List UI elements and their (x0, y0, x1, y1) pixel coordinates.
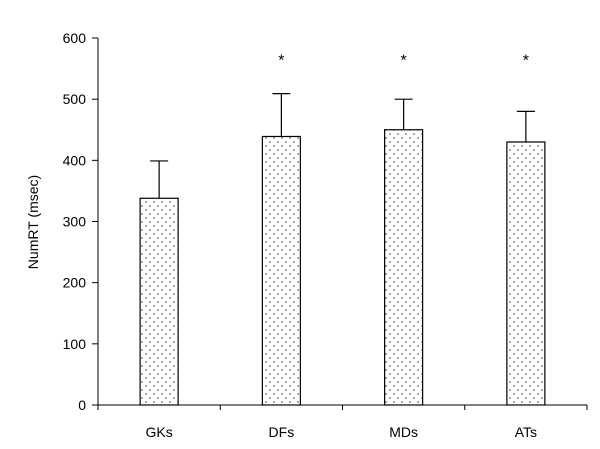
x-tick-label: MDs (389, 424, 418, 440)
y-tick-label: 400 (63, 152, 87, 168)
x-tick-label: DFs (269, 424, 295, 440)
y-axis-ticks: 0 100 200 300 400 500 600 (63, 30, 98, 413)
y-tick-label: 200 (63, 275, 87, 291)
bar-ats (506, 141, 546, 406)
y-tick-label: 500 (63, 91, 87, 107)
y-tick-label: 600 (63, 30, 87, 46)
y-axis-title: NumRT (msec) (25, 175, 41, 269)
y-tick-label: 300 (63, 214, 87, 230)
bars-group: * * * (139, 52, 546, 406)
x-tick-label: ATs (515, 424, 537, 440)
significance-marker: * (401, 52, 407, 69)
bar-gks (139, 197, 179, 406)
y-tick-label: 100 (63, 336, 87, 352)
bar-dfs (261, 135, 301, 406)
significance-marker: * (278, 52, 284, 69)
significance-marker: * (523, 52, 529, 69)
bar-mds (384, 129, 424, 406)
x-tick-label: GKs (146, 424, 173, 440)
y-tick-label: 0 (78, 397, 86, 413)
x-axis-ticks: GKs DFs MDs ATs (97, 405, 588, 440)
